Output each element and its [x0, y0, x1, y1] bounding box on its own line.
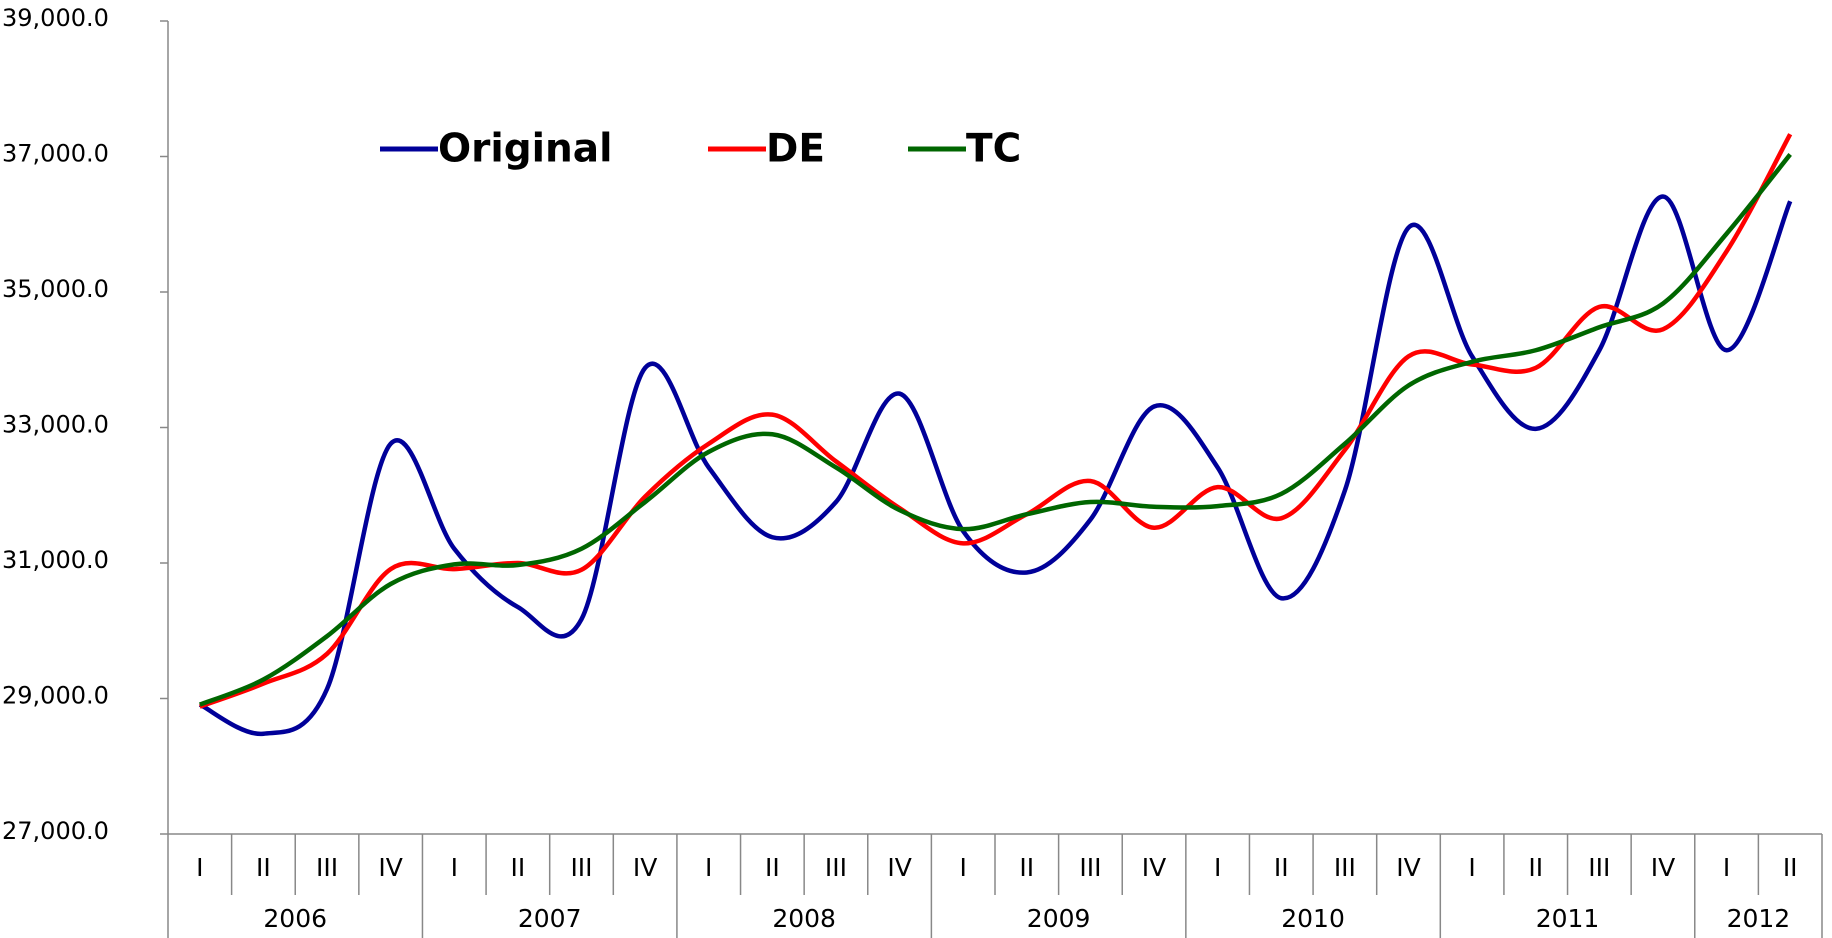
- legend-label: TC: [966, 127, 1021, 172]
- x-tick-label: III: [1334, 853, 1356, 882]
- y-tick-label: 27,000.0: [2, 817, 109, 845]
- x-tick-label: IV: [633, 853, 657, 882]
- series-line: [198, 153, 1792, 707]
- y-tick-label: 35,000.0: [2, 275, 109, 303]
- x-tick-label: IV: [887, 853, 911, 882]
- year-label: 2011: [1536, 904, 1600, 933]
- x-tick-label: III: [316, 853, 338, 882]
- x-tick-label: III: [825, 853, 847, 882]
- legend-label: DE: [766, 127, 825, 172]
- year-label: 2010: [1281, 904, 1345, 933]
- legend-label: Original: [438, 127, 613, 172]
- x-tick-label: IV: [1396, 853, 1420, 882]
- x-tick-label: III: [1588, 853, 1610, 882]
- x-tick-label: I: [1723, 853, 1730, 882]
- year-label: 2006: [263, 904, 327, 933]
- y-tick-label: 33,000.0: [2, 411, 109, 439]
- x-tick-label: II: [1274, 853, 1289, 882]
- x-tick-label: III: [1079, 853, 1101, 882]
- x-tick-label: I: [1214, 853, 1221, 882]
- x-tick-label: II: [765, 853, 780, 882]
- year-label: 2008: [772, 904, 836, 933]
- x-tick-label: II: [1528, 853, 1543, 882]
- x-tick-label: I: [960, 853, 967, 882]
- x-tick-label: IV: [1651, 853, 1675, 882]
- x-tick-label: I: [451, 853, 458, 882]
- y-tick-label: 39,000.0: [2, 4, 109, 32]
- year-label: 2009: [1027, 904, 1091, 933]
- x-tick-label: IV: [1142, 853, 1166, 882]
- x-tick-label: II: [511, 853, 526, 882]
- x-tick-label: II: [256, 853, 271, 882]
- y-tick-label: 31,000.0: [2, 546, 109, 574]
- x-tick-label: I: [705, 853, 712, 882]
- x-tick-label: II: [1783, 853, 1798, 882]
- x-tick-label: III: [570, 853, 592, 882]
- y-tick-label: 37,000.0: [2, 140, 109, 168]
- x-tick-label: IV: [378, 853, 402, 882]
- series-line: [198, 194, 1793, 736]
- y-tick-label: 29,000.0: [2, 682, 109, 710]
- x-tick-label: I: [196, 853, 203, 882]
- x-tick-label: II: [1019, 853, 1034, 882]
- year-label: 2012: [1727, 904, 1791, 933]
- x-tick-label: I: [1468, 853, 1475, 882]
- year-label: 2007: [518, 904, 582, 933]
